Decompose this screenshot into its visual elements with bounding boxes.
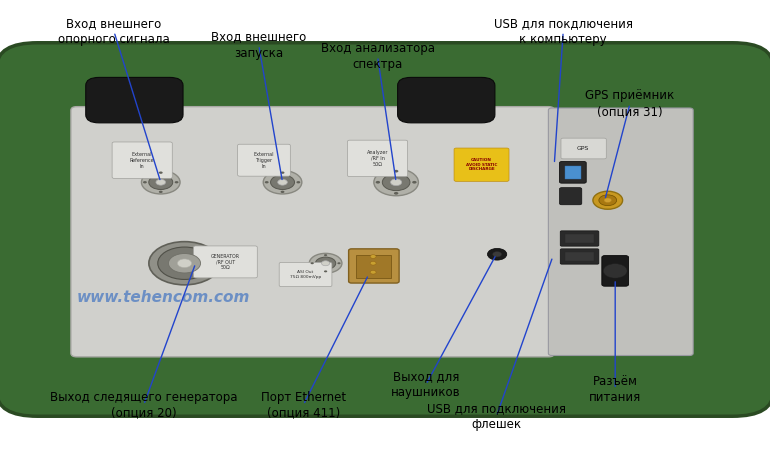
Circle shape: [263, 171, 302, 194]
Circle shape: [142, 171, 180, 194]
Circle shape: [310, 253, 342, 273]
Text: USB для подключения
флешек: USB для подключения флешек: [427, 402, 566, 431]
FancyBboxPatch shape: [561, 138, 606, 159]
Circle shape: [296, 181, 300, 184]
Text: GENERATOR
/RF OUT
50Ω: GENERATOR /RF OUT 50Ω: [211, 254, 239, 270]
Circle shape: [604, 264, 627, 278]
Circle shape: [599, 195, 617, 206]
Circle shape: [324, 254, 327, 256]
FancyBboxPatch shape: [280, 262, 332, 287]
Circle shape: [143, 181, 147, 184]
Circle shape: [412, 181, 417, 184]
Circle shape: [394, 192, 398, 195]
Text: USB для покдлючения
к компьютеру: USB для покдлючения к компьютеру: [494, 17, 633, 46]
Circle shape: [374, 169, 418, 196]
FancyBboxPatch shape: [561, 249, 599, 264]
FancyBboxPatch shape: [0, 43, 770, 416]
Text: GPS: GPS: [577, 146, 590, 151]
Circle shape: [158, 247, 211, 279]
Bar: [564, 234, 594, 243]
Bar: [564, 166, 581, 179]
Circle shape: [156, 179, 166, 185]
FancyBboxPatch shape: [347, 140, 407, 176]
Circle shape: [383, 174, 410, 191]
Circle shape: [149, 175, 172, 189]
Circle shape: [376, 181, 380, 184]
Text: Вход внешнего
запуска: Вход внешнего запуска: [211, 31, 306, 59]
FancyBboxPatch shape: [454, 148, 509, 181]
FancyBboxPatch shape: [71, 107, 554, 357]
Text: External
Trigger
In: External Trigger In: [253, 152, 274, 168]
Circle shape: [337, 262, 340, 264]
Circle shape: [316, 257, 336, 270]
FancyBboxPatch shape: [85, 77, 183, 123]
Circle shape: [175, 181, 179, 184]
FancyBboxPatch shape: [560, 162, 586, 183]
Circle shape: [493, 252, 501, 257]
Text: Вход анализатора
спектра: Вход анализатора спектра: [320, 42, 434, 71]
FancyBboxPatch shape: [561, 231, 599, 246]
Bar: [356, 255, 391, 278]
FancyBboxPatch shape: [238, 144, 290, 176]
Circle shape: [149, 242, 220, 285]
Circle shape: [370, 261, 376, 265]
Bar: [564, 252, 594, 261]
Text: Выход для
наушников: Выход для наушников: [391, 370, 460, 399]
Text: GPS приёмник
(опция 31): GPS приёмник (опция 31): [585, 89, 675, 118]
Circle shape: [324, 270, 327, 272]
Circle shape: [322, 261, 330, 266]
Circle shape: [159, 171, 162, 174]
Circle shape: [280, 191, 284, 193]
Circle shape: [310, 262, 314, 264]
Text: Выход следящего генератора
(опция 20): Выход следящего генератора (опция 20): [50, 391, 237, 419]
Text: Вход внешнего
опорного сигнала: Вход внешнего опорного сигнала: [58, 17, 170, 46]
Circle shape: [593, 191, 623, 209]
FancyBboxPatch shape: [349, 249, 399, 283]
FancyBboxPatch shape: [397, 77, 495, 123]
Circle shape: [177, 259, 192, 268]
Circle shape: [394, 170, 398, 172]
Text: External
Reference
In: External Reference In: [130, 152, 155, 168]
FancyBboxPatch shape: [560, 188, 582, 205]
Text: Разъём
питания: Разъём питания: [589, 375, 641, 404]
Circle shape: [278, 179, 287, 185]
Circle shape: [487, 248, 507, 260]
Circle shape: [370, 270, 376, 274]
Circle shape: [370, 255, 376, 258]
Circle shape: [604, 198, 611, 202]
Circle shape: [270, 175, 294, 189]
Circle shape: [390, 179, 402, 185]
FancyBboxPatch shape: [112, 142, 172, 179]
Text: ASI Out
75Ω 800mVpp: ASI Out 75Ω 800mVpp: [290, 270, 321, 279]
Text: Порт Ethernet
(опция 411): Порт Ethernet (опция 411): [261, 391, 346, 419]
Circle shape: [159, 191, 162, 193]
FancyBboxPatch shape: [548, 108, 693, 356]
FancyBboxPatch shape: [602, 256, 628, 286]
FancyBboxPatch shape: [193, 246, 257, 278]
Circle shape: [280, 171, 284, 174]
Circle shape: [265, 181, 269, 184]
Text: CAUTION
AVOID STATIC
DISCHARGE: CAUTION AVOID STATIC DISCHARGE: [466, 158, 497, 171]
Circle shape: [169, 253, 200, 273]
Text: www.tehencom.com: www.tehencom.com: [77, 289, 250, 305]
Text: Analyzer
/RF In
50Ω: Analyzer /RF In 50Ω: [367, 150, 388, 166]
